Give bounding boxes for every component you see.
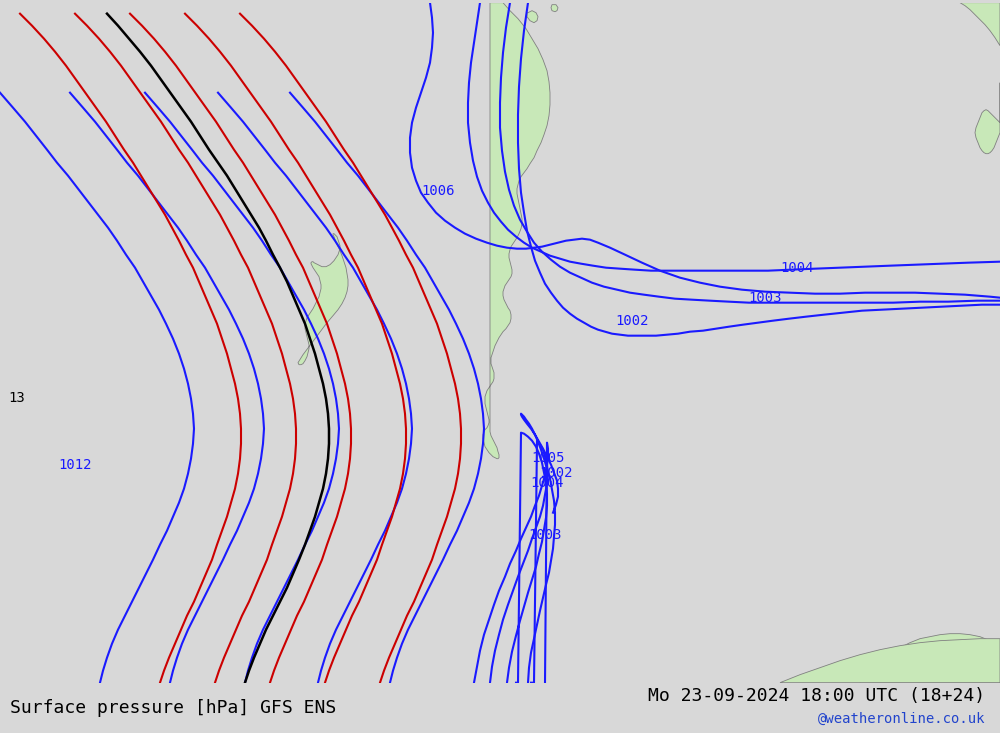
Text: 1003: 1003: [748, 291, 782, 305]
Polygon shape: [483, 3, 550, 459]
Text: 1012: 1012: [58, 457, 92, 471]
Text: 1004: 1004: [530, 476, 564, 490]
Polygon shape: [780, 638, 1000, 682]
Polygon shape: [975, 83, 1000, 154]
Polygon shape: [960, 3, 1000, 45]
Polygon shape: [860, 633, 1000, 682]
Polygon shape: [551, 4, 558, 12]
Text: 13: 13: [8, 391, 25, 405]
Text: 1006: 1006: [421, 184, 455, 198]
Text: Mo 23-09-2024 18:00 UTC (18+24): Mo 23-09-2024 18:00 UTC (18+24): [648, 687, 985, 705]
Text: @weatheronline.co.uk: @weatheronline.co.uk: [818, 712, 985, 726]
Text: 1003: 1003: [528, 528, 562, 542]
Polygon shape: [298, 234, 348, 365]
Text: 1004: 1004: [780, 261, 814, 275]
Text: 1002: 1002: [539, 465, 573, 479]
Text: 1002: 1002: [615, 314, 649, 328]
Text: 1005: 1005: [531, 451, 565, 465]
Text: Surface pressure [hPa] GFS ENS: Surface pressure [hPa] GFS ENS: [10, 699, 336, 717]
Polygon shape: [527, 11, 538, 23]
